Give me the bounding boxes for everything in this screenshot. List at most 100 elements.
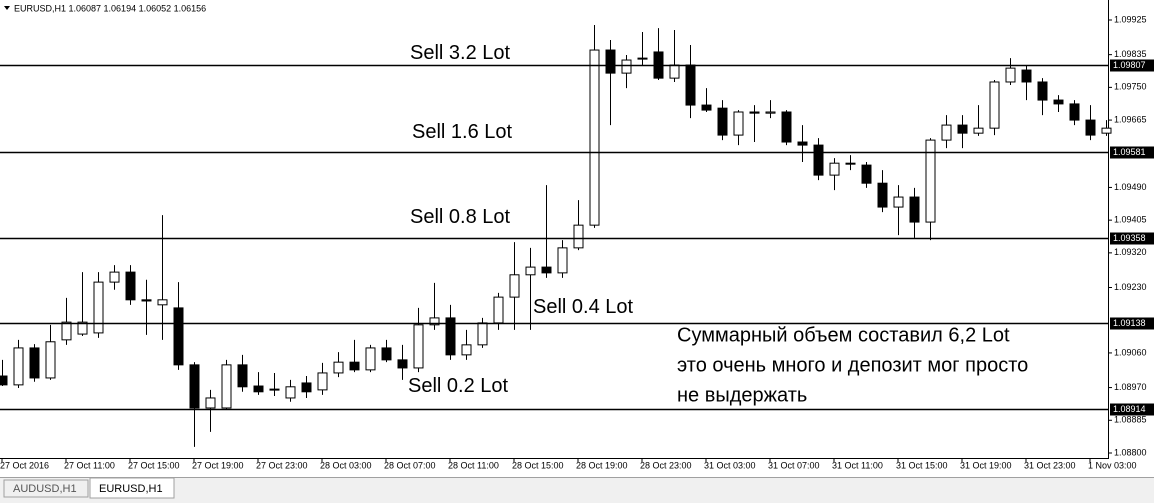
candle-body [333,361,344,374]
level-price-label: 1.08914 [1113,404,1146,414]
candle-body [157,299,168,306]
level-price-label: 1.09807 [1113,60,1146,70]
candle-body [845,162,856,165]
candle-body [317,372,328,391]
candle-body [605,49,616,74]
tab-bar [0,477,1154,503]
x-tick-label: 31 Oct 07:00 [768,460,820,470]
x-tick-label: 28 Oct 23:00 [640,460,692,470]
candle-body [909,196,920,223]
candle-body [61,321,72,341]
y-tick-label: 1.08970 [1114,382,1147,392]
level-price-label: 1.09358 [1113,233,1146,243]
tab-label: EURUSD,H1 [99,483,163,495]
level-text: Sell 0.4 Lot [533,296,634,318]
x-tick-label: 1 Nov 03:00 [1088,460,1137,470]
y-tick-label: 1.09060 [1114,347,1147,357]
y-tick-label: 1.08800 [1114,447,1147,457]
x-tick-label: 28 Oct 15:00 [512,460,564,470]
candle-body [589,49,600,226]
candle-body [253,385,264,393]
chart-title: EURUSD,H1 1.06087 1.06194 1.06052 1.0615… [14,3,206,13]
menu-arrow[interactable] [4,6,10,10]
y-tick-label: 1.09405 [1114,215,1147,225]
candle-body [669,64,680,79]
x-tick-label: 27 Oct 19:00 [192,460,244,470]
y-tick-label: 1.09320 [1114,247,1147,257]
candle-body [429,317,440,326]
candle-body [893,196,904,208]
candle-body [413,324,424,369]
candle-body [525,266,536,276]
candle-body [381,347,392,361]
candle-body [285,386,296,399]
candle-body [717,107,728,136]
y-tick-label: 1.09230 [1114,282,1147,292]
candle-body [301,382,312,393]
y-tick-label: 1.08885 [1114,415,1147,425]
candle-body [701,104,712,111]
candle-body [557,247,568,274]
tab-label: AUDUSD,H1 [13,483,77,495]
level-price-label: 1.09581 [1113,147,1146,157]
candle-body [573,224,584,249]
candle-body [637,57,648,60]
candle-body [749,111,760,114]
level-price-box [1110,317,1154,330]
candle-body [733,111,744,136]
x-tick-label: 28 Oct 03:00 [320,460,372,470]
candle-body [173,307,184,366]
level-text: Sell 3.2 Lot [410,42,511,64]
candle-body [445,317,456,356]
candle-body [925,139,936,223]
candle-body [365,347,376,371]
x-tick-label: 28 Oct 19:00 [576,460,628,470]
candle-body [93,281,104,334]
annotation-line: не выдержать [677,384,807,406]
candle-body [77,321,88,335]
level-price-label: 1.09138 [1113,318,1146,328]
candle-body [141,299,152,302]
candle-body [189,364,200,409]
y-tick-label: 1.09925 [1114,14,1147,24]
y-tick-label: 1.09835 [1114,49,1147,59]
x-tick-label: 31 Oct 03:00 [704,460,756,470]
x-tick-label: 27 Oct 23:00 [256,460,308,470]
tab[interactable] [89,477,175,499]
candle-body [765,111,776,114]
candle-body [1053,99,1064,105]
candle-body [493,296,504,324]
y-tick-label: 1.09665 [1114,114,1147,124]
candle-body [29,347,40,379]
candle-body [13,347,24,386]
candle-body [1021,69,1032,83]
candle-body [1069,103,1080,121]
x-tick-label: 28 Oct 07:00 [384,460,436,470]
candle-body [125,271,136,301]
annotation-line: это очень много и депозит мог просто [677,354,1028,376]
x-tick-label: 27 Oct 15:00 [128,460,180,470]
candle-body [349,361,360,371]
candle-body [477,322,488,346]
candle-body [541,266,552,274]
candle-body [269,388,280,391]
x-tick-label: 27 Oct 2016 [0,460,49,470]
candle-body [1005,67,1016,83]
level-text: Sell 0.8 Lot [410,206,511,228]
candle-body [1037,81,1048,101]
candle-body [877,182,888,208]
tab[interactable] [3,479,89,498]
candle-body [221,364,232,409]
x-tick-label: 31 Oct 11:00 [832,460,883,470]
candle-body [973,127,984,134]
candle-body [205,397,216,409]
level-text: Sell 1.6 Lot [412,121,513,143]
candle-body [1101,127,1112,134]
level-price-box [1110,403,1154,416]
candle-body [781,111,792,143]
candle-body [797,141,808,146]
candle-body [0,375,8,386]
annotation-line: Суммарный объем составил 6,2 Lot [677,324,1010,346]
